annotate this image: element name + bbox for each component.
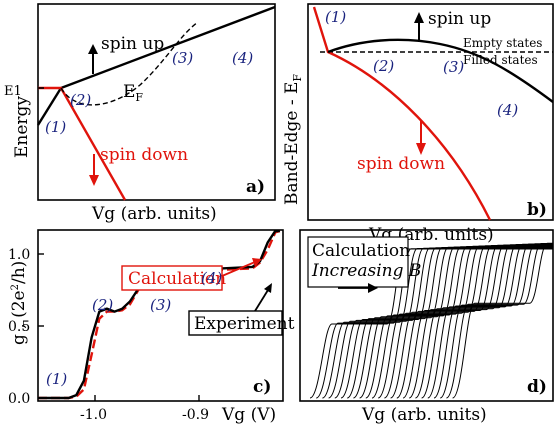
panel-d-curve	[446, 244, 553, 399]
panel-c-experiment-arrow	[255, 283, 272, 311]
panel-a-marker-4: (4)	[232, 49, 253, 67]
panel-c-xtick-0: -1.0	[80, 407, 107, 423]
panel-d-curve	[409, 245, 553, 398]
panel-c-ylabel: g , (2e2/h)	[9, 261, 29, 345]
panel-c-marker-1: (1)	[46, 370, 67, 388]
panel-b-spin-up-arrow	[414, 12, 424, 42]
panel-a-marker-1: (1)	[45, 118, 66, 136]
panel-a: spin up spin down EF E1 (1) (2) (3) (4) …	[4, 4, 275, 224]
panel-a-marker-2: (2)	[70, 91, 91, 109]
panel-b-empty-label: Empty states	[463, 36, 542, 50]
panel-b-filled-label: Filled states	[463, 53, 538, 67]
panel-b-marker-1: (1)	[325, 8, 346, 26]
panel-d-title-1: Calculation	[312, 241, 410, 261]
panel-c-ytick-0: 0.0	[8, 391, 30, 407]
panel-c-xtick-1: -0.9	[182, 407, 209, 423]
panel-d-xlabel: Vg (arb. units)	[361, 405, 487, 425]
panel-c-xlabel: Vg (V)	[221, 405, 276, 425]
panel-a-xlabel: Vg (arb. units)	[91, 204, 217, 224]
panel-c: 0.0 0.5 1.0 -1.0 -0.9 Calculation Experi…	[8, 230, 295, 425]
panel-b-marker-2: (2)	[373, 57, 394, 75]
panel-a-spin-up-label: spin up	[101, 34, 164, 54]
panel-c-y-ticks	[38, 254, 44, 398]
panel-b: spin up spin down Empty states Filled st…	[282, 4, 553, 245]
panel-d-curve	[434, 244, 553, 398]
panel-c-marker-4: (4)	[201, 269, 222, 287]
panel-d: Calculation Increasing B d) Vg (arb. uni…	[300, 230, 553, 425]
panel-c-marker-3: (3)	[150, 296, 171, 314]
panel-a-spin-down-label: spin down	[100, 145, 188, 165]
panel-a-marker-3: (3)	[172, 49, 193, 67]
panel-c-experiment-label: Experiment	[194, 314, 295, 334]
panel-d-label: d)	[527, 377, 547, 397]
panel-b-label: b)	[527, 200, 547, 220]
panel-c-ytick-2: 1.0	[8, 247, 30, 263]
panel-a-label: a)	[246, 177, 265, 197]
panel-c-label: c)	[253, 377, 271, 397]
panel-b-spin-up-label: spin up	[428, 9, 491, 29]
panel-a-spin-down-arrow	[89, 154, 99, 186]
panel-d-title-2: Increasing B	[311, 261, 421, 281]
panel-b-ylabel: Band-Edge - EF	[282, 74, 304, 205]
panel-c-marker-2: (2)	[92, 296, 113, 314]
panel-b-marker-4: (4)	[497, 101, 518, 119]
panel-b-spin-down-label: spin down	[357, 154, 445, 174]
panel-a-ylabel: Energy	[12, 96, 32, 158]
panel-c-x-ticks	[95, 395, 199, 401]
panel-b-marker-3: (3)	[443, 58, 464, 76]
panel-a-spin-up-arrow	[88, 44, 98, 74]
